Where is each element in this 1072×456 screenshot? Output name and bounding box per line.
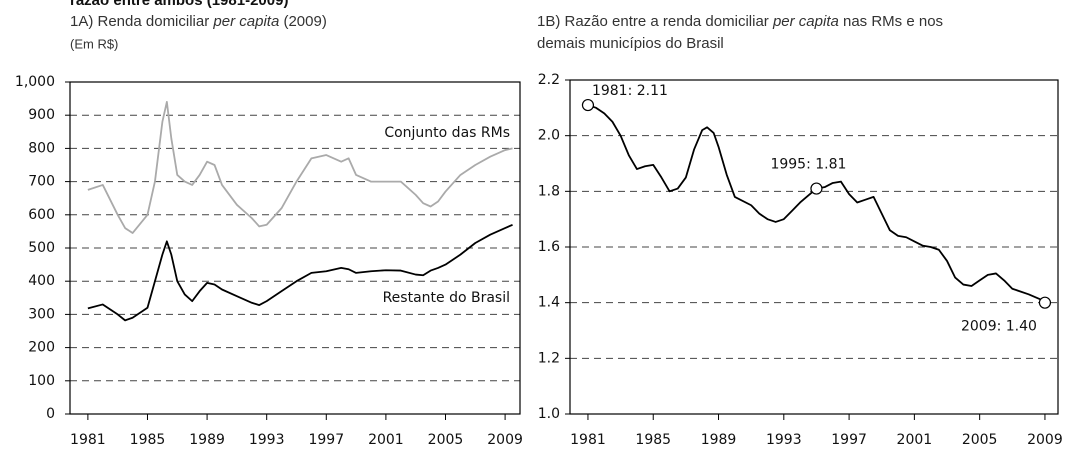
x-tick-label: 2005 xyxy=(962,432,998,448)
annotation-label: 2009: 1.40 xyxy=(961,319,1037,335)
data-line xyxy=(87,101,513,234)
annotation-marker xyxy=(810,182,823,195)
y-tick-label: 600 xyxy=(28,207,55,223)
annotation-marker xyxy=(581,98,595,112)
y-tick-label: 2.0 xyxy=(538,128,560,144)
y-tick-label: 1.8 xyxy=(538,183,560,199)
y-tick-label: 800 xyxy=(28,140,55,156)
data-line xyxy=(87,223,513,322)
title-part: per capita xyxy=(212,13,279,30)
x-tick-label: 2005 xyxy=(428,432,464,448)
unit-label: (Em R$) xyxy=(70,36,118,51)
annotation-marker xyxy=(1038,296,1052,309)
x-tick-label: 2001 xyxy=(897,432,933,448)
plot-frame xyxy=(69,81,521,415)
annotation-label: 1981: 2.11 xyxy=(592,83,668,99)
x-tick-label: 1985 xyxy=(635,432,671,448)
y-tick-label: 1.2 xyxy=(538,350,560,366)
y-tick-label: 400 xyxy=(28,273,55,289)
y-tick-label: 1.0 xyxy=(538,406,560,422)
y-tick-label: 900 xyxy=(28,107,55,123)
chart-title: 1A) Renda domiciliar per capita (2009) xyxy=(70,13,327,30)
x-tick-label: 1997 xyxy=(831,432,867,448)
y-tick-label: 700 xyxy=(28,174,55,190)
title-part: per capita xyxy=(772,13,839,30)
y-tick-label: 100 xyxy=(28,373,55,389)
x-tick-label: 1993 xyxy=(249,432,285,448)
title-part: demais municípios do Brasil xyxy=(537,35,724,52)
title-part: 1A) Renda domiciliar xyxy=(70,13,213,30)
x-tick-label: 2001 xyxy=(368,432,404,448)
x-tick-label: 1993 xyxy=(766,432,802,448)
y-tick-label: 300 xyxy=(28,306,55,322)
x-tick-label: 1985 xyxy=(130,432,166,448)
x-tick-label: 1981 xyxy=(570,432,606,448)
y-tick-label: 1.6 xyxy=(538,239,560,255)
series-label: Restante do Brasil xyxy=(383,290,510,306)
title-part: (2009) xyxy=(279,13,327,30)
y-tick-label: 500 xyxy=(28,240,55,256)
x-tick-label: 2009 xyxy=(1027,432,1063,448)
y-tick-label: 1,000 xyxy=(15,74,55,90)
x-tick-label: 1989 xyxy=(701,432,737,448)
data-line xyxy=(587,104,1046,303)
y-tick-label: 1.4 xyxy=(538,295,560,311)
chart-title: 1B) Razão entre a renda domiciliar per c… xyxy=(537,13,943,30)
annotation-label: 1995: 1.81 xyxy=(770,157,846,173)
series-label: Conjunto das RMs xyxy=(384,125,510,141)
plot-frame xyxy=(569,79,1059,415)
y-tick-label: 2.2 xyxy=(538,72,560,88)
x-tick-label: 2009 xyxy=(487,432,523,448)
x-tick-label: 1981 xyxy=(70,432,106,448)
header-title: razão entre ambos (1981-2009) xyxy=(70,0,288,9)
y-tick-label: 200 xyxy=(28,340,55,356)
x-tick-label: 1989 xyxy=(189,432,225,448)
title-part: nas RMs e nos xyxy=(839,13,943,30)
chart-title: demais municípios do Brasil xyxy=(537,35,724,52)
x-tick-label: 1997 xyxy=(308,432,344,448)
y-tick-label: 0 xyxy=(46,406,55,422)
title-part: 1B) Razão entre a renda domiciliar xyxy=(537,13,773,30)
